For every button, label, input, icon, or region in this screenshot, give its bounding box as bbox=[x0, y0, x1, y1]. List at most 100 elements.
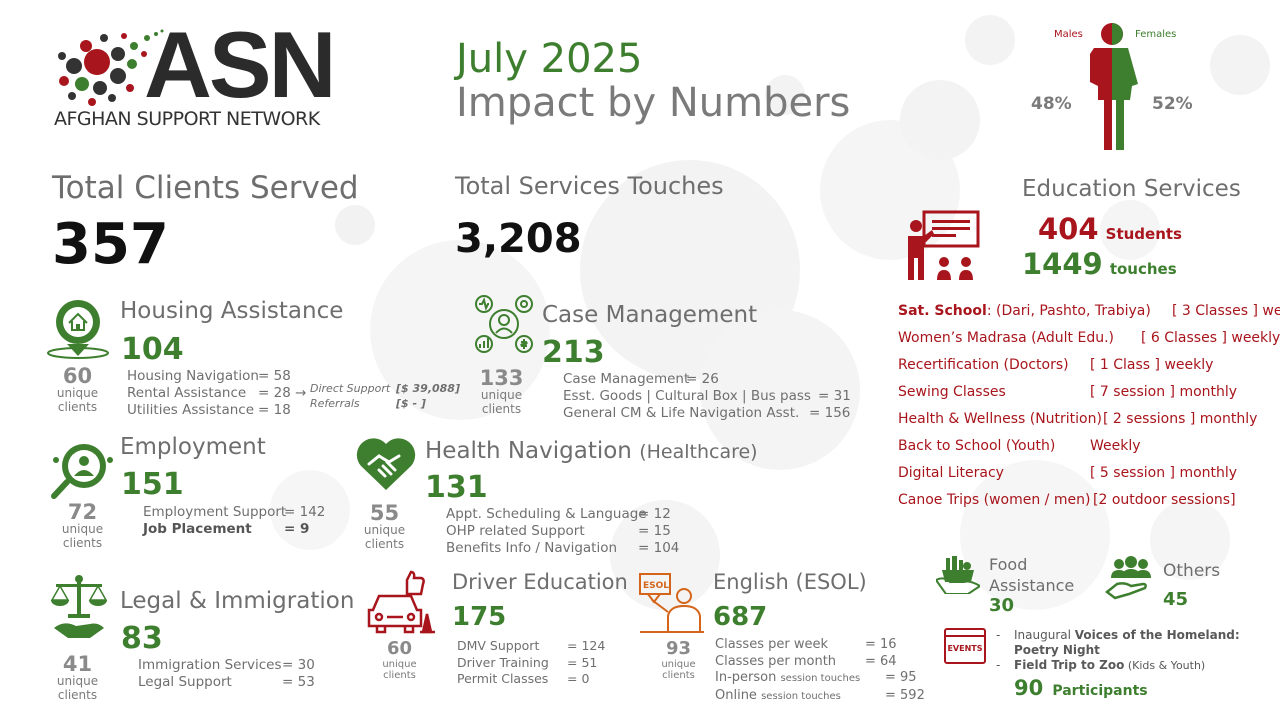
others-value: 45 bbox=[1163, 589, 1189, 610]
food-label-line1: Food bbox=[989, 555, 1028, 574]
participants-label: Participants bbox=[1052, 683, 1148, 699]
case-management-clients-label: clients bbox=[481, 401, 522, 416]
list-item: Digital Literacy[ 5 session ] monthly bbox=[898, 465, 1238, 481]
list-item: Classes per month = 64 bbox=[715, 653, 897, 669]
logo-brand: ASN bbox=[144, 12, 336, 117]
list-item: DMV Support = 124 bbox=[457, 638, 606, 653]
events-icon-text: EVENTS bbox=[947, 644, 983, 653]
esol-breakdown: Classes per week = 16 Classes per month = … bbox=[715, 637, 925, 705]
food-basket-icon bbox=[936, 556, 980, 594]
females-percent: 52% bbox=[1152, 94, 1193, 114]
case-management-icon bbox=[475, 295, 533, 353]
events-list: - Inaugural Voices of the Homeland: Poetr… bbox=[996, 628, 1240, 673]
driver-unique-label: unique bbox=[382, 658, 417, 670]
health-clients-label: clients bbox=[364, 536, 405, 551]
esol-icon-text: ESOL bbox=[643, 581, 669, 591]
others-label: Others bbox=[1163, 561, 1221, 581]
housing-breakdown: Housing Navigation = 58 Rental Assistance… bbox=[127, 368, 306, 419]
list-item: Appt. Scheduling & Language = 12 bbox=[446, 506, 671, 522]
housing-unique-value: 60 bbox=[62, 364, 93, 388]
list-item: Back to School (Youth) Weekly bbox=[898, 438, 1141, 454]
esol-unique-label: unique bbox=[661, 658, 696, 670]
touches-value: 1449 bbox=[1022, 247, 1103, 281]
heart-handshake-icon bbox=[356, 438, 416, 490]
list-item: Classes per week = 16 bbox=[715, 637, 897, 652]
housing-unique-label: unique bbox=[56, 386, 99, 401]
list-item: OHP related Support = 15 bbox=[446, 523, 671, 539]
legal-title: Legal & Immigration bbox=[120, 588, 355, 614]
esol-unique: 93 unique clients bbox=[651, 638, 706, 682]
esol-value: 687 bbox=[713, 602, 768, 632]
students-value: 404 bbox=[1038, 212, 1099, 246]
direct-support-label: Direct Support bbox=[310, 382, 391, 395]
referrals-value: [$ - ] bbox=[396, 397, 426, 410]
referrals-label: Referrals bbox=[310, 397, 360, 410]
esol-clients-label: clients bbox=[662, 670, 695, 682]
list-item: Permit Classes = 0 bbox=[457, 671, 590, 686]
esol-unique-value: 93 bbox=[665, 638, 692, 659]
list-item: Esst. Goods | Cultural Box | Bus pass = 3… bbox=[563, 388, 851, 404]
housing-title: Housing Assistance bbox=[120, 298, 344, 324]
car-like-icon bbox=[367, 570, 435, 634]
gender-figure-icon bbox=[1090, 23, 1138, 150]
case-management-value: 213 bbox=[542, 335, 605, 370]
list-item: Employment Support = 142 bbox=[143, 504, 326, 520]
females-label: Females bbox=[1135, 29, 1177, 40]
direct-support-value: [$ 39,088] bbox=[396, 382, 460, 395]
total-touches-label: Total Services Touches bbox=[455, 172, 724, 200]
logo: ASN AFGHAN SUPPORT NETWORK bbox=[52, 18, 352, 136]
health-unique: 55 unique clients bbox=[357, 502, 412, 552]
list-item: Canoe Trips (women / men) [2 outdoor sess… bbox=[898, 492, 1236, 508]
health-value: 131 bbox=[425, 470, 488, 505]
case-management-unique-label: unique bbox=[480, 388, 523, 403]
list-item: Recertification (Doctors)[ 1 Class ] wee… bbox=[898, 357, 1214, 373]
list-item: - Field Trip to Zoo (Kids & Youth) bbox=[996, 658, 1206, 672]
community-hands-icon bbox=[1105, 556, 1151, 600]
driver-unique-value: 60 bbox=[386, 638, 413, 659]
events-calendar-icon: EVENTS bbox=[944, 628, 986, 664]
list-item: General CM & Life Navigation Asst. = 156 bbox=[563, 405, 851, 421]
employment-breakdown: Employment Support = 142 Job Placement = 9 bbox=[143, 504, 325, 538]
education-title: Education Services bbox=[1022, 176, 1241, 202]
health-title: Health Navigation (Healthcare) bbox=[425, 438, 758, 464]
esol-title: English (ESOL) bbox=[713, 570, 867, 594]
list-item: Immigration Services = 30 bbox=[138, 657, 315, 673]
list-item: Benefits Info / Navigation = 104 bbox=[446, 540, 680, 556]
list-item: - Inaugural Voices of the Homeland: Poetr… bbox=[996, 628, 1240, 657]
total-clients-value: 357 bbox=[52, 212, 169, 277]
education-students: 404 Students bbox=[1038, 212, 1182, 246]
report-title: Impact by Numbers bbox=[456, 80, 851, 126]
total-clients-label: Total Clients Served bbox=[52, 170, 359, 206]
health-unique-value: 55 bbox=[369, 501, 400, 525]
employment-value: 151 bbox=[121, 467, 184, 502]
legal-clients-label: clients bbox=[57, 687, 98, 702]
health-breakdown: Appt. Scheduling & Language = 12 OHP rela… bbox=[446, 506, 679, 557]
housing-funds: Direct Support [$ 39,088] Referrals [$ - ] bbox=[310, 381, 460, 411]
scales-justice-icon bbox=[50, 575, 108, 638]
list-item: Sewing Classes[ 7 session ] monthly bbox=[898, 384, 1238, 400]
legal-value: 83 bbox=[121, 621, 163, 656]
health-title-suffix: (Healthcare) bbox=[639, 441, 758, 463]
driver-unique: 60 unique clients bbox=[372, 638, 427, 682]
employment-clients-label: clients bbox=[62, 535, 103, 550]
classroom-presentation-icon bbox=[908, 210, 980, 280]
list-item: In-person session touches = 95 bbox=[715, 670, 917, 685]
logo-subtitle: AFGHAN SUPPORT NETWORK bbox=[54, 108, 320, 130]
housing-value: 104 bbox=[121, 332, 184, 367]
logo-dots-icon bbox=[58, 29, 164, 106]
employment-search-icon bbox=[51, 444, 113, 499]
students-label: Students bbox=[1105, 225, 1182, 243]
list-item: Health & Wellness (Nutrition)[ 2 session… bbox=[898, 411, 1258, 427]
males-percent: 48% bbox=[1031, 94, 1072, 114]
education-programs: Sat. School: (Dari, Pashto, Trabiya)[ 3 … bbox=[898, 298, 1280, 514]
driver-title: Driver Education bbox=[452, 570, 628, 594]
touches-label: touches bbox=[1109, 260, 1177, 278]
legal-unique: 41 unique clients bbox=[50, 653, 105, 703]
driver-clients-label: clients bbox=[383, 670, 416, 682]
driver-value: 175 bbox=[452, 602, 507, 632]
teacher-board-icon: ESOL bbox=[639, 573, 704, 633]
participants-value: 90 bbox=[1014, 676, 1044, 700]
case-management-title: Case Management bbox=[542, 302, 758, 328]
food-value: 30 bbox=[989, 595, 1015, 616]
health-unique-label: unique bbox=[363, 523, 406, 538]
